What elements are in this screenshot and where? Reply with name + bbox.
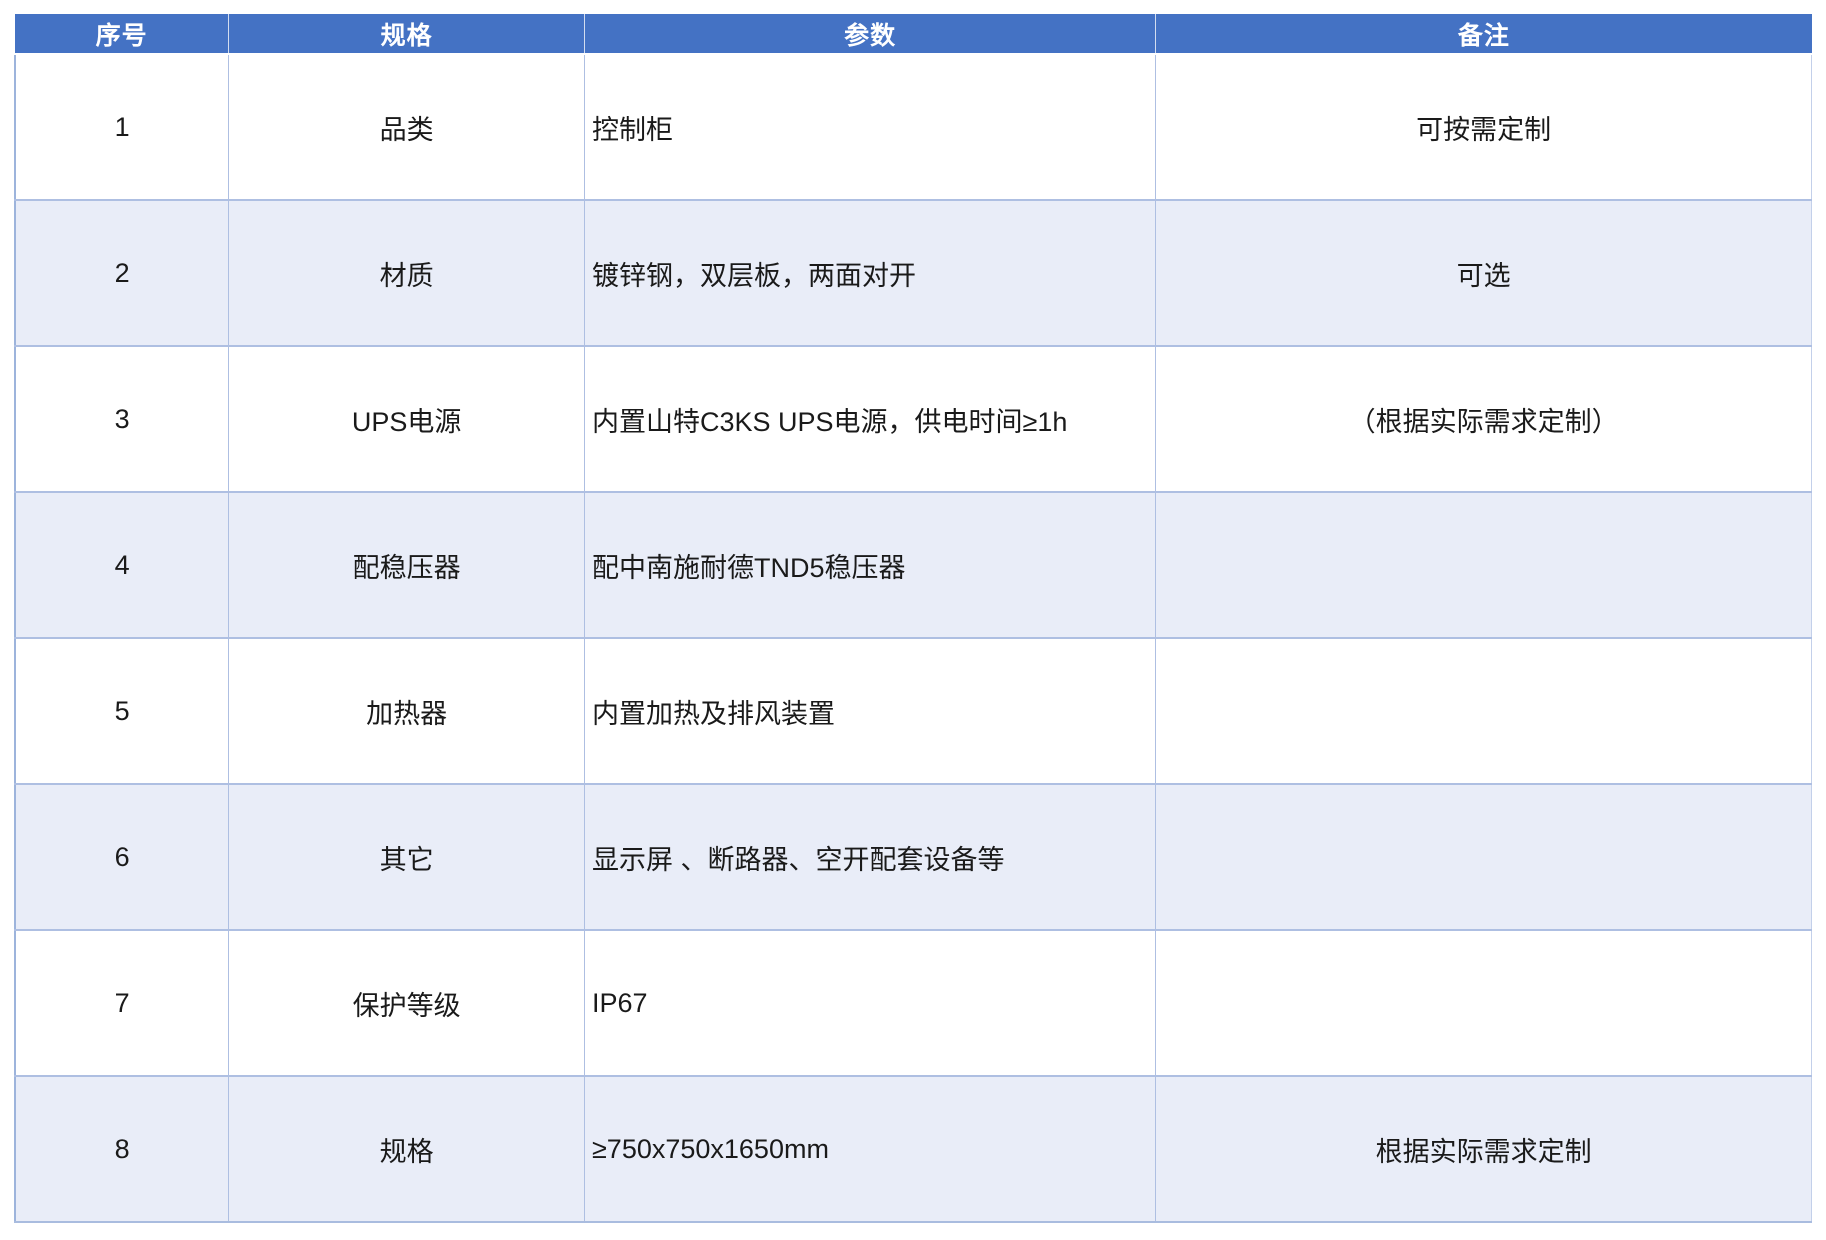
table-row: 3 UPS电源 内置山特C3KS UPS电源，供电时间≥1h （根据实际需求定制…	[14, 345, 1812, 493]
header-remark: 备注	[1155, 14, 1812, 55]
cell-param: 内置加热及排风装置	[583, 637, 1157, 785]
cell-spec: 其它	[228, 783, 585, 931]
cell-index: 2	[14, 199, 230, 347]
header-spec: 规格	[228, 14, 585, 55]
cell-param: 显示屏 、断路器、空开配套设备等	[583, 783, 1157, 931]
cell-index: 5	[14, 637, 230, 785]
table-row: 1 品类 控制柜 可按需定制	[14, 53, 1812, 201]
cell-index: 7	[14, 929, 230, 1077]
cell-index: 4	[14, 491, 230, 639]
table-row: 5 加热器 内置加热及排风装置	[14, 637, 1812, 785]
product-spec-table: 序号 规格 参数 备注 1 品类 控制柜 可按需定制 2 材质 镀锌钢，双层板，…	[14, 14, 1812, 1223]
cell-index: 3	[14, 345, 230, 493]
table-row: 6 其它 显示屏 、断路器、空开配套设备等	[14, 783, 1812, 931]
cell-param: 控制柜	[583, 53, 1157, 201]
cell-param: 镀锌钢，双层板，两面对开	[583, 199, 1157, 347]
cell-remark: 可按需定制	[1155, 53, 1812, 201]
header-row: 序号 规格 参数 备注	[15, 14, 1812, 55]
cell-remark: （根据实际需求定制）	[1155, 345, 1812, 493]
table-row: 7 保护等级 IP67	[14, 929, 1812, 1077]
cell-spec: 配稳压器	[228, 491, 585, 639]
cell-remark: 可选	[1155, 199, 1812, 347]
cell-remark	[1155, 491, 1812, 639]
cell-spec: 品类	[228, 53, 585, 201]
cell-remark	[1155, 929, 1812, 1077]
cell-spec: 加热器	[228, 637, 585, 785]
cell-param: 配中南施耐德TND5稳压器	[583, 491, 1157, 639]
cell-param: ≥750x750x1650mm	[583, 1075, 1157, 1223]
header-index: 序号	[15, 14, 230, 55]
cell-spec: 保护等级	[228, 929, 585, 1077]
cell-index: 8	[14, 1075, 230, 1223]
table-row: 4 配稳压器 配中南施耐德TND5稳压器	[14, 491, 1812, 639]
cell-index: 1	[14, 53, 230, 201]
cell-spec: UPS电源	[228, 345, 585, 493]
cell-remark: 根据实际需求定制	[1155, 1075, 1812, 1223]
cell-index: 6	[14, 783, 230, 931]
cell-remark	[1155, 783, 1812, 931]
header-param: 参数	[584, 14, 1157, 55]
cell-param: 内置山特C3KS UPS电源，供电时间≥1h	[583, 345, 1157, 493]
table-row: 2 材质 镀锌钢，双层板，两面对开 可选	[14, 199, 1812, 347]
cell-spec: 规格	[228, 1075, 585, 1223]
cell-param: IP67	[583, 929, 1157, 1077]
cell-spec: 材质	[228, 199, 585, 347]
cell-remark	[1155, 637, 1812, 785]
table-row: 8 规格 ≥750x750x1650mm 根据实际需求定制	[14, 1075, 1812, 1223]
